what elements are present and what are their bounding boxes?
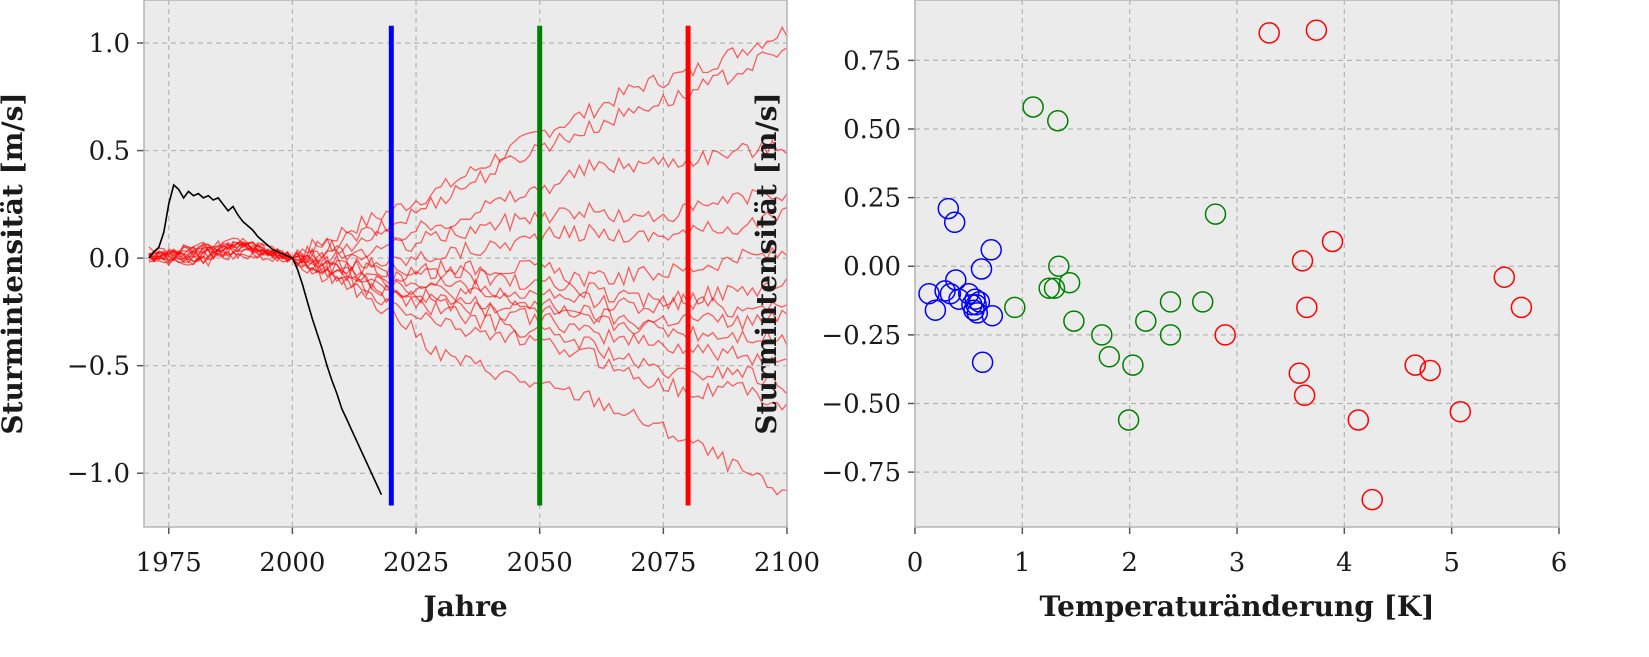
scenario-line — [148, 241, 788, 346]
scatter-point-2020 — [957, 282, 980, 305]
year-marker-lines — [388, 25, 691, 506]
y-tick-label: 0.25 — [843, 184, 901, 214]
scatter-point-2050 — [1122, 354, 1144, 376]
scatter-point-2020 — [970, 258, 993, 280]
scatter-point-2080 — [1493, 266, 1516, 288]
scatter-point-2080 — [1510, 296, 1533, 319]
scatter-point-2050 — [1159, 291, 1182, 313]
scatter-point-2050 — [1022, 96, 1044, 118]
scatter-point-2080 — [1361, 488, 1383, 511]
x-tick-label: 4 — [1336, 548, 1353, 578]
scatter-y-axis-label: Sturmintensität [m/s] — [750, 92, 783, 434]
scatter-frame — [914, 0, 1560, 528]
scenario-line — [148, 246, 788, 288]
scatter-points — [918, 19, 1533, 511]
y-tick-label: 0.75 — [843, 46, 901, 76]
scatter-point-2050 — [1159, 324, 1182, 346]
scatter-point-2020 — [971, 351, 994, 374]
time-series-frame — [143, 0, 788, 528]
scenario-line — [148, 241, 788, 367]
x-tick-label: 2100 — [754, 548, 820, 578]
x-tick-label: 2050 — [507, 548, 573, 578]
y-tick-label: −0.75 — [821, 458, 901, 488]
time-series-ticks: 1975 2000 2025 2050 2075 2100 −1.0 −0.5 0.0 0.5 1.… — [67, 29, 820, 578]
scatter-point-2050 — [1043, 277, 1066, 299]
scatter-x-axis-label: Temperaturänderung [K] — [1040, 590, 1435, 623]
scatter-ticks: 0 1 2 3 4 5 6 −0.75 −0.50 −0.25 0.00 0.25 0.50 0.75 — [821, 46, 1567, 578]
time-series-panel: 1975 2000 2025 2050 2075 2100 −1.0 −0.5 0.0 0.5 1.… — [0, 0, 820, 623]
scatter-point-2080 — [1258, 22, 1280, 44]
scatter-point-2050 — [1135, 310, 1157, 332]
y-tick-label: 1.0 — [89, 29, 130, 59]
scatter-point-2020 — [966, 302, 989, 324]
scatter-point-2020 — [968, 291, 991, 313]
scatter-point-2050 — [1191, 291, 1214, 313]
scatter-point-2050 — [1117, 409, 1140, 431]
x-tick-label: 2 — [1121, 548, 1138, 578]
y-tick-label: 0.50 — [843, 115, 901, 145]
scatter-point-2080 — [1214, 324, 1236, 346]
x-tick-label: 3 — [1229, 548, 1246, 578]
scatter-point-2080 — [1449, 400, 1472, 423]
scatter-point-2050 — [1038, 277, 1060, 299]
y-tick-label: −0.25 — [821, 321, 901, 351]
x-tick-label: 2025 — [383, 548, 449, 578]
scatter-point-2020 — [937, 197, 960, 220]
scatter-point-2050 — [1048, 255, 1070, 277]
scatter-point-2020 — [943, 211, 966, 234]
scatter-point-2050 — [1098, 346, 1121, 368]
y-tick-label: 0.0 — [89, 244, 130, 274]
scatter-point-2080 — [1291, 250, 1314, 272]
scenario-line — [148, 243, 788, 496]
x-tick-label: 2075 — [630, 548, 696, 578]
y-tick-label: −0.50 — [821, 389, 901, 419]
scatter-point-2080 — [1419, 359, 1441, 382]
scatter-point-2020 — [980, 239, 1002, 261]
scenario-line — [148, 248, 788, 332]
scatter-point-2020 — [981, 304, 1004, 327]
scatter-point-2080 — [1288, 362, 1311, 385]
scenario-line — [148, 249, 788, 411]
y-tick-label: 0.5 — [89, 137, 130, 167]
scatter-point-2080 — [1305, 19, 1328, 41]
scatter-panel: 0 1 2 3 4 5 6 −0.75 −0.50 −0.25 0.00 0.25 0.50 0.75 T… — [750, 0, 1567, 623]
scatter-point-2080 — [1321, 230, 1344, 253]
scatter-point-2050 — [1204, 203, 1227, 225]
scatter-point-2020 — [965, 293, 987, 316]
scatter-point-2020 — [918, 282, 940, 305]
x-tick-label: 6 — [1551, 548, 1568, 578]
y-tick-label: −0.5 — [67, 352, 130, 382]
scatter-point-2050 — [1004, 296, 1026, 319]
scatter-point-2080 — [1347, 409, 1370, 431]
observed-line — [148, 183, 383, 496]
time-series-lines — [148, 25, 788, 496]
scenario-line — [148, 237, 788, 318]
scatter-point-2080 — [1296, 296, 1318, 319]
time-series-x-axis-label: Jahre — [420, 590, 507, 623]
x-tick-label: 2000 — [259, 548, 325, 578]
x-tick-label: 0 — [907, 548, 924, 578]
y-tick-label: 0.00 — [843, 252, 901, 282]
x-tick-label: 1 — [1014, 548, 1031, 578]
scatter-point-2080 — [1404, 354, 1426, 376]
x-tick-label: 1975 — [136, 548, 202, 578]
y-tick-label: −1.0 — [67, 459, 130, 489]
scatter-point-2020 — [924, 299, 947, 321]
scatter-point-2050 — [1063, 310, 1085, 332]
time-series-y-axis-label: Sturmintensität [m/s] — [0, 92, 29, 434]
scatter-point-2050 — [1091, 324, 1113, 346]
scatter-point-2050 — [1058, 271, 1081, 294]
scatter-point-2080 — [1293, 384, 1316, 407]
scatter-point-2050 — [1047, 110, 1069, 132]
x-tick-label: 5 — [1443, 548, 1460, 578]
